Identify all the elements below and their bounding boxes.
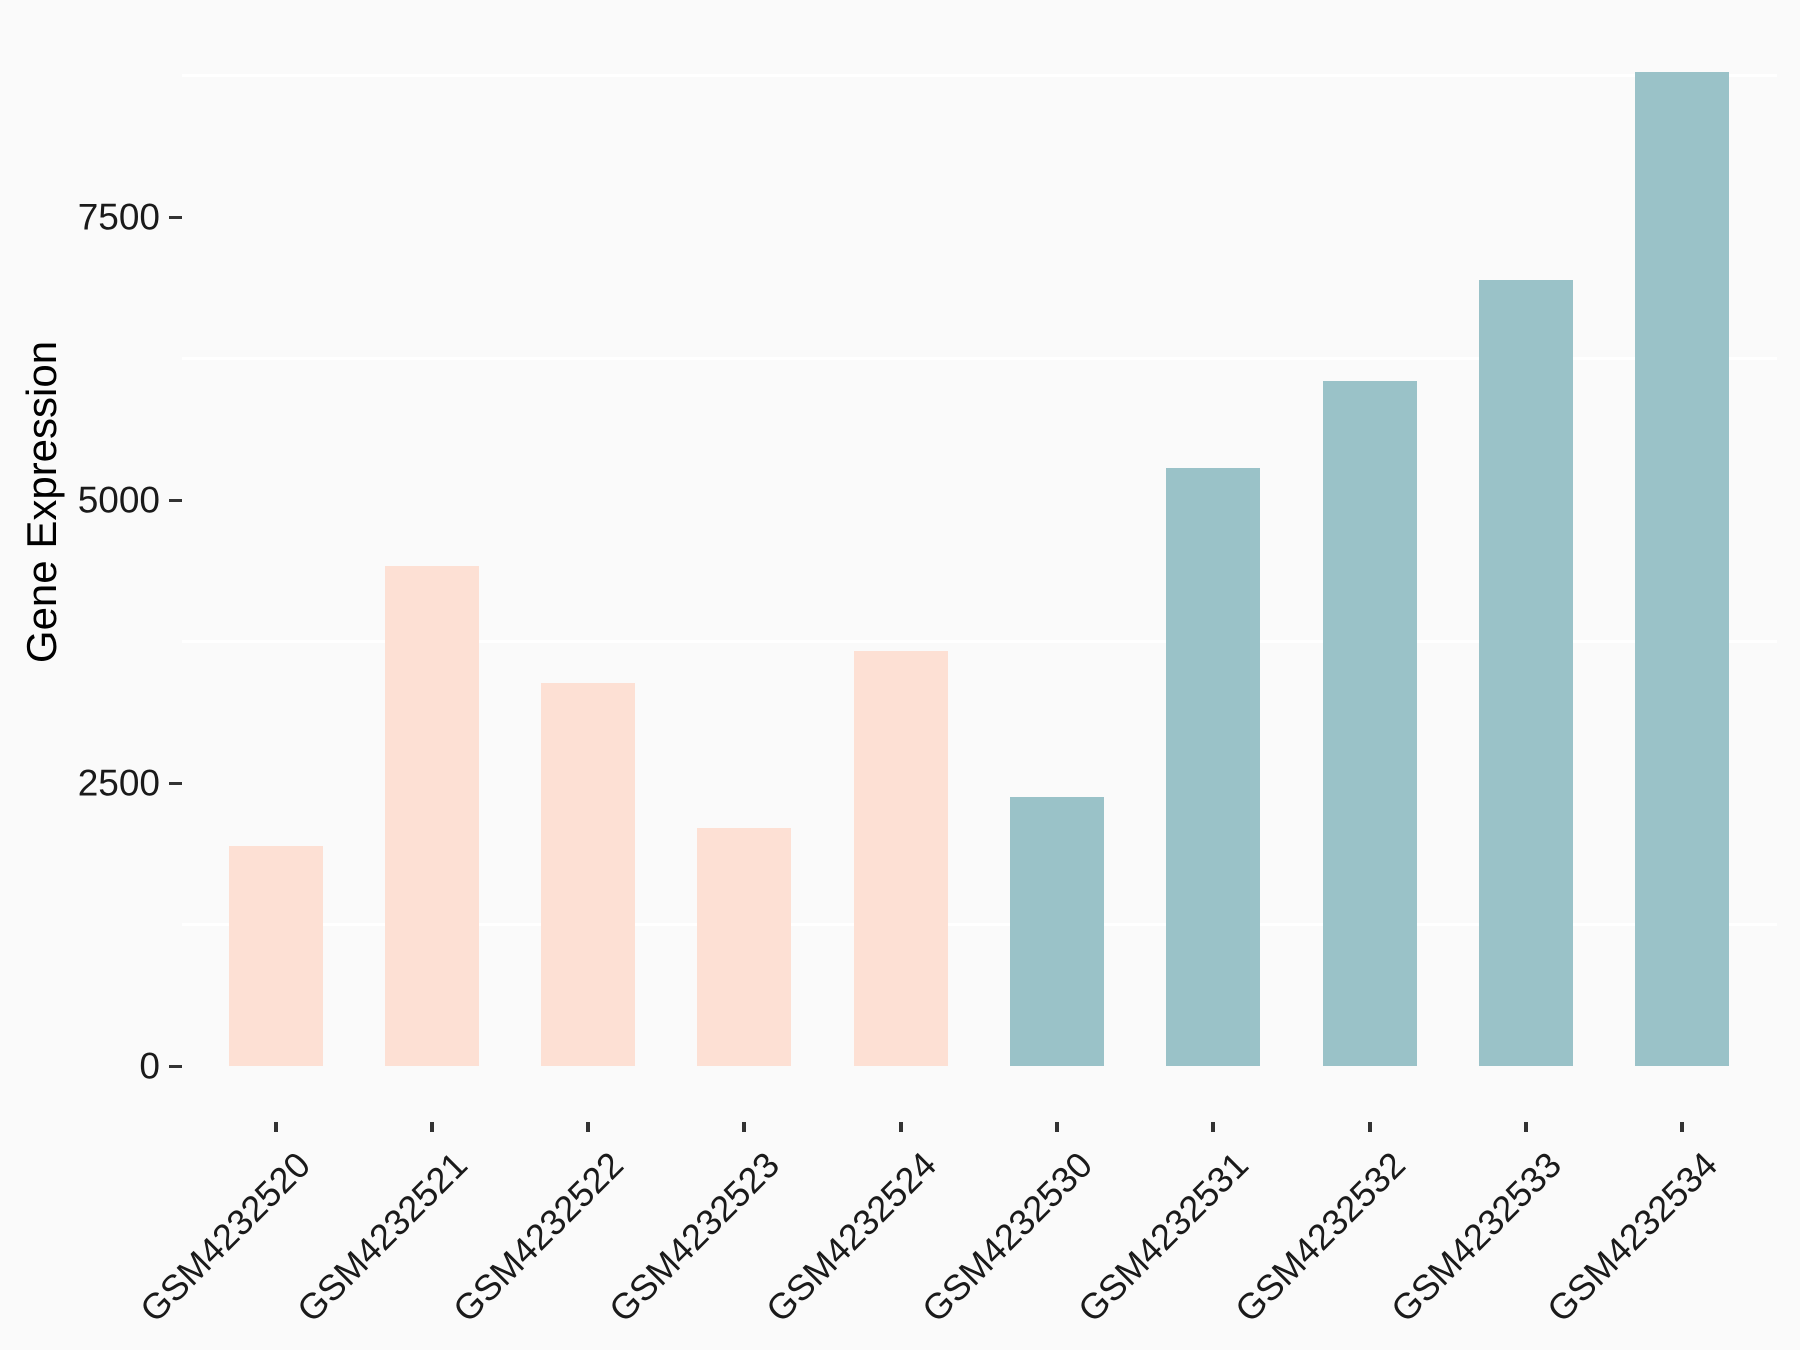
x-tick-mark: [1211, 1122, 1216, 1132]
y-tick-mark: [169, 215, 182, 219]
x-tick-mark: [898, 1122, 903, 1132]
x-tick-mark: [429, 1122, 434, 1132]
y-tick-label: 7500: [77, 196, 160, 238]
x-tick-mark: [273, 1122, 278, 1132]
bar-GSM4232533: [1479, 280, 1574, 1066]
bar-GSM4232530: [1010, 796, 1105, 1066]
minor-gridline: [182, 357, 1777, 360]
y-tick-mark: [169, 498, 182, 502]
bar-GSM4232524: [853, 650, 948, 1066]
minor-gridline: [182, 74, 1777, 77]
y-tick-mark: [169, 781, 182, 785]
y-tick-label: 2500: [77, 762, 160, 804]
y-tick-label: 5000: [77, 479, 160, 521]
x-tick-mark: [1367, 1122, 1372, 1132]
x-tick-label: GSM4232534: [1539, 1143, 1726, 1330]
y-tick-label: 0: [139, 1045, 160, 1087]
bar-GSM4232532: [1322, 381, 1417, 1066]
bar-GSM4232534: [1635, 72, 1730, 1066]
bar-GSM4232523: [697, 828, 792, 1066]
minor-gridline: [182, 640, 1777, 643]
bar-GSM4232520: [228, 846, 323, 1066]
x-tick-mark: [586, 1122, 591, 1132]
x-tick-mark: [1055, 1122, 1060, 1132]
x-tick-mark: [1524, 1122, 1529, 1132]
minor-gridline: [182, 923, 1777, 926]
y-tick-mark: [169, 1064, 182, 1068]
bar-GSM4232531: [1166, 468, 1261, 1066]
bar-GSM4232521: [384, 565, 479, 1066]
bar-GSM4232522: [541, 683, 636, 1066]
x-tick-mark: [1680, 1122, 1685, 1132]
x-tick-mark: [742, 1122, 747, 1132]
